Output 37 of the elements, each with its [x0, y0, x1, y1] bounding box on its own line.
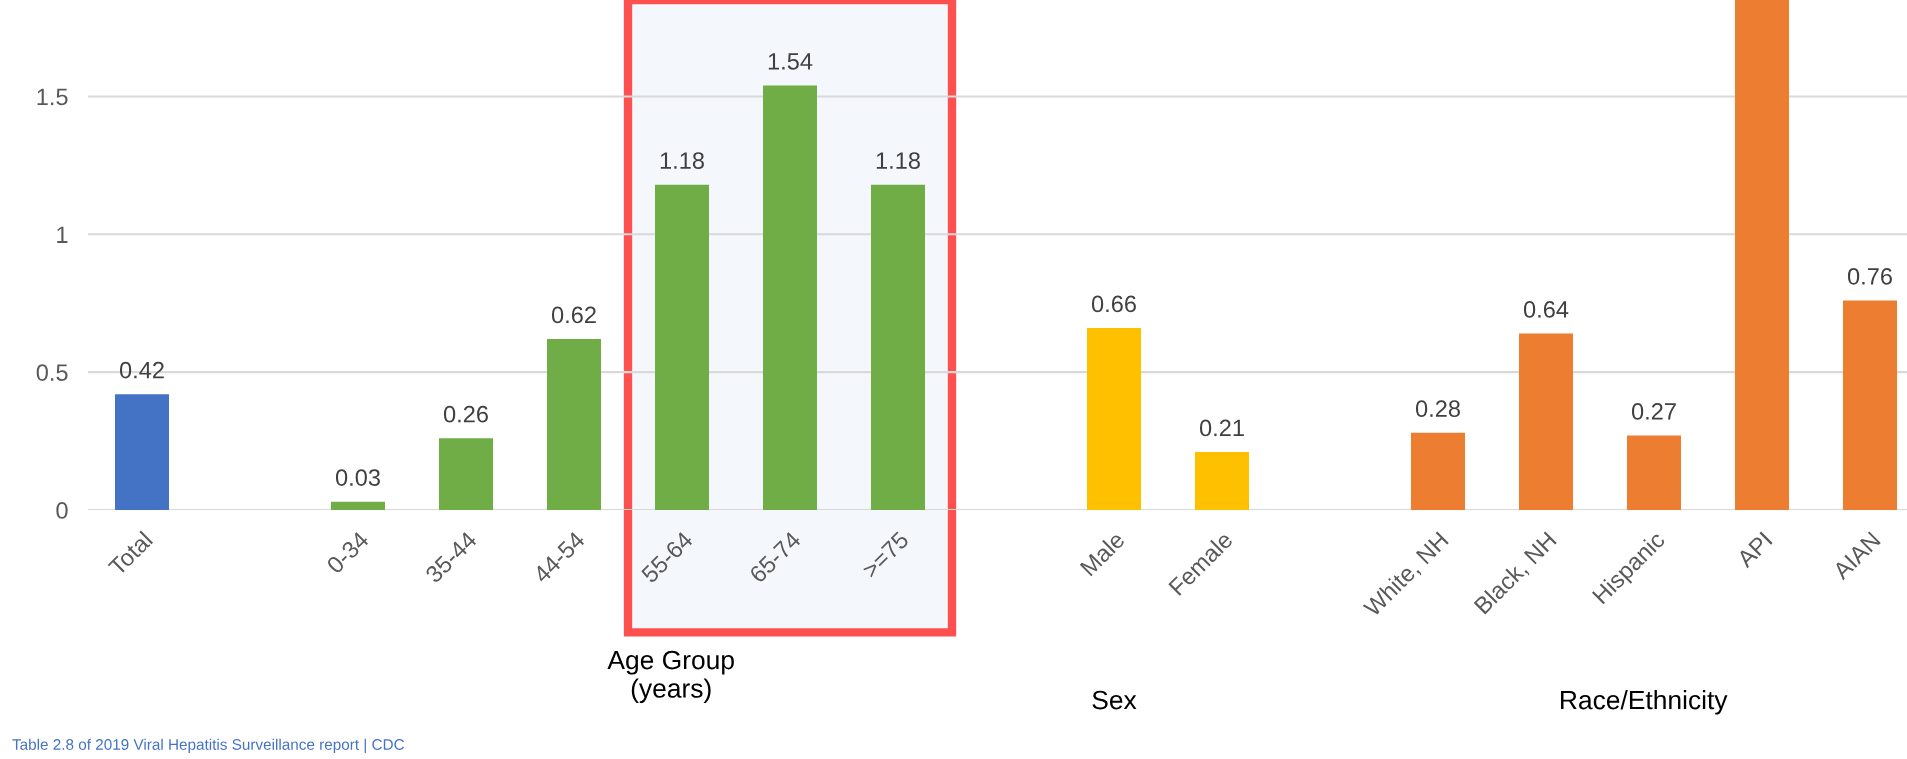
bar — [115, 394, 169, 510]
bar — [1735, 0, 1789, 510]
text: Age Group (years) — [607, 650, 734, 704]
bar — [547, 339, 601, 510]
y-tick-label: 0.5 — [36, 364, 68, 381]
x-tick-label: API — [1735, 531, 1773, 569]
data-label: 0.76 — [1847, 267, 1892, 285]
data-label: 0.27 — [1631, 403, 1676, 420]
bar — [1195, 452, 1249, 510]
y-tick-label: 1 — [57, 226, 68, 243]
bar — [871, 184, 925, 510]
data-label: 0.66 — [1091, 295, 1136, 313]
bar — [1411, 432, 1465, 510]
data-label: 0.62 — [551, 306, 596, 324]
data-label: 0.03 — [335, 469, 380, 486]
bar — [655, 184, 709, 510]
x-tick-label: 0-34 — [325, 530, 370, 575]
bar — [1087, 328, 1141, 510]
text: Race/Ethnicity — [1561, 690, 1728, 715]
data-label: 0.42 — [119, 361, 164, 379]
bar — [763, 85, 817, 510]
data-label: 0.28 — [1415, 400, 1460, 418]
bar — [331, 501, 385, 510]
bar — [1519, 333, 1573, 510]
bar — [1627, 435, 1681, 510]
data-label: 0.26 — [443, 405, 488, 423]
bar — [439, 438, 493, 510]
data-label: 0.64 — [1523, 301, 1569, 318]
caption: Table 2.8 of 2019 Viral Hepatitis Surveillance report | CDC — [12, 738, 405, 753]
data-label: 1.18 — [876, 152, 920, 169]
data-label: 1.54 — [768, 53, 813, 70]
data-label: 1.18 — [660, 152, 704, 169]
y-tick-label: 1.5 — [37, 88, 68, 106]
bar — [1843, 300, 1897, 510]
data-label: 0.21 — [1199, 419, 1244, 437]
y-tick-label: 0 — [56, 502, 68, 519]
text: Sex — [1092, 690, 1137, 710]
